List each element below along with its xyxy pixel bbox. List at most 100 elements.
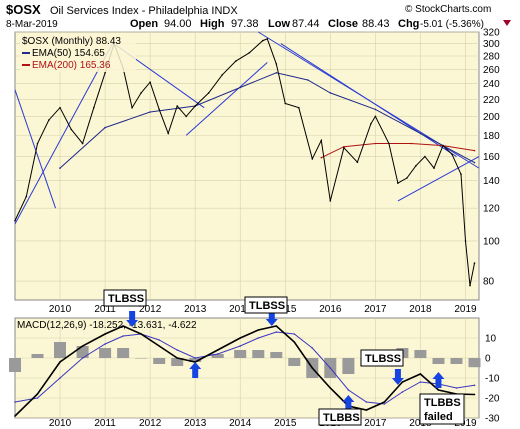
signal-line-point [275, 331, 278, 333]
macd-histogram-bar [414, 350, 427, 358]
signal-line-point [14, 401, 16, 403]
price-line-point [185, 115, 187, 118]
macd-histogram-bar [189, 358, 202, 362]
macd-histogram-bar [153, 358, 166, 364]
macd-tick-label: -30 [485, 414, 500, 425]
price-tick-label: 140 [483, 176, 500, 187]
tlbss-arrow-down-icon [391, 369, 404, 385]
trendline [185, 62, 268, 136]
price-line-point [469, 284, 471, 287]
price-line-point [262, 39, 264, 42]
macd-x-tick-label: 2010 [49, 418, 72, 429]
macd-histogram-bar [234, 350, 247, 358]
signal-line-point [473, 384, 476, 387]
macd-histogram-bar [211, 354, 224, 358]
ema50-line-point [473, 161, 476, 164]
price-line-point [451, 153, 453, 156]
macd-line-point [437, 389, 440, 391]
trendline [397, 156, 480, 202]
signal-line-point [419, 381, 422, 383]
signal-line-point [311, 347, 314, 349]
annotation-tlbbs-failed: TLBBS failed [419, 393, 465, 425]
price-tick-label: 80 [483, 277, 495, 288]
price-line-point [320, 139, 323, 142]
macd-histogram-bar [54, 342, 66, 358]
price-line-point [25, 195, 28, 198]
macd-histogram-bar [135, 358, 148, 359]
macd-histogram-bar [432, 358, 445, 364]
price-tick-label: 240 [483, 79, 500, 90]
price-panel [14, 31, 480, 301]
macd-tick-label: -10 [485, 374, 500, 385]
price-line-point [473, 262, 476, 264]
price-x-tick-label: 2013 [184, 304, 207, 315]
signal-line-point [104, 343, 106, 345]
price-line-point [415, 165, 417, 167]
price-line-point [36, 142, 39, 145]
macd-line-point [293, 341, 296, 343]
macd-line-point [383, 401, 386, 403]
price-line-point [207, 92, 210, 94]
annotation-tlbss-2017: TLBSS [360, 349, 404, 367]
price-tick-label: 180 [483, 131, 500, 142]
open-value: 94.00 [164, 18, 192, 30]
ema200-line-point [343, 145, 345, 148]
ema200-line-point [410, 142, 413, 145]
ema200-line [321, 143, 475, 159]
price-series [14, 38, 476, 287]
tlbbs-failed-box [419, 393, 465, 425]
signal-line-point [158, 339, 160, 341]
signal-line-point [401, 391, 404, 393]
legend-ema200: EMA(200) 165.36 [32, 60, 111, 71]
high-label: High [200, 18, 225, 30]
macd-tick-label: -20 [485, 394, 500, 405]
macd-line-point [365, 409, 368, 411]
macd-x-tick-label: 2012 [139, 418, 162, 429]
price-line-point [221, 74, 223, 76]
price-line-point [234, 60, 237, 62]
macd-line-point [59, 361, 61, 363]
price-line-point [370, 123, 372, 125]
price-line-point [158, 108, 160, 111]
ema50-line-point [374, 108, 377, 111]
price-x-tick-label: 2019 [454, 304, 477, 315]
date-label: 8-Mar-2019 [6, 19, 58, 30]
price-x-tick-label: 2012 [139, 304, 162, 315]
macd-x-tick-label: 2019 [454, 418, 477, 429]
tlbss-label-3: TLBSS [365, 353, 401, 365]
price-line-point [81, 142, 84, 145]
symbol-label: $OSX [6, 2, 41, 17]
signal-line-point [239, 345, 241, 347]
macd-histogram-bar [171, 358, 184, 366]
price-line-point [248, 52, 251, 54]
signal-line-point [59, 377, 61, 379]
price-line-point [397, 182, 399, 184]
price-line-point [433, 167, 435, 169]
macd-line-point [473, 393, 476, 396]
signal-line-point [257, 337, 260, 339]
macd-line-point [140, 333, 142, 335]
price-line-point [442, 144, 444, 147]
high-value: 97.38 [231, 18, 259, 30]
signal-line-point [122, 335, 124, 337]
macd-panel [14, 317, 480, 419]
macd-line-point [239, 337, 241, 339]
signal-line-point [293, 333, 296, 335]
ema50-line-point [307, 79, 309, 81]
macd-line-point [194, 361, 196, 363]
annotation-tlbss-2011: TLBSS [103, 289, 147, 307]
macd-line-point [104, 333, 106, 335]
macd-tick-label: 0 [485, 354, 491, 365]
macd-histogram-bar [252, 350, 265, 358]
price-tick-label: 160 [483, 152, 500, 163]
annotation-tlbbs-2016: TLBBS [318, 408, 362, 426]
price-line-point [311, 158, 314, 160]
macd-histogram-bar [117, 348, 130, 358]
chg-label: Chg [398, 18, 419, 30]
signal-line-point [194, 357, 196, 359]
macd-histogram [9, 342, 481, 378]
tlbbs-failed-arrow-up-icon [432, 372, 445, 388]
price-line-point [388, 142, 390, 145]
chg-value: -5.01 (-5.36%) [420, 19, 484, 30]
price-line-point [140, 92, 142, 94]
